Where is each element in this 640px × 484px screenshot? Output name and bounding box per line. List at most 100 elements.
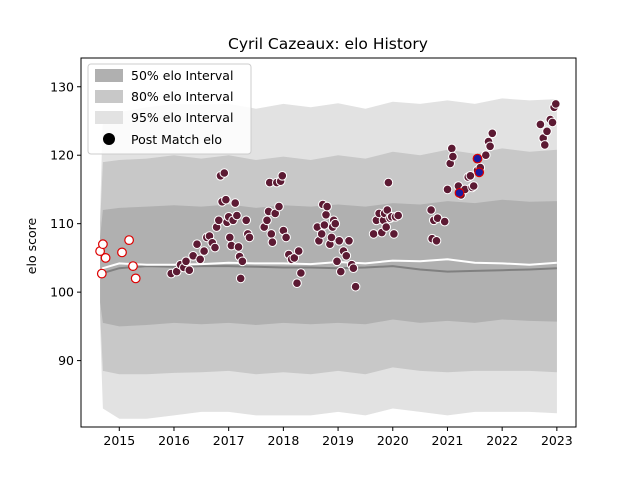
post-match-point — [368, 229, 379, 239]
post-match-point — [233, 242, 244, 252]
post-match-point — [244, 232, 255, 243]
x-tick-label: 2023 — [541, 433, 573, 448]
post-match-point — [426, 205, 436, 215]
y-axis: 90 100 110 120 130 — [50, 79, 81, 368]
y-tick-label: 100 — [50, 285, 74, 300]
y-tick-label: 110 — [50, 216, 74, 231]
post-match-point — [540, 140, 550, 150]
y-tick-label: 120 — [50, 148, 74, 163]
post-match-point — [322, 201, 332, 212]
x-tick-label: 2015 — [103, 433, 135, 448]
post-match-point — [241, 215, 251, 226]
post-match-point — [485, 141, 495, 152]
x-tick-label: 2016 — [158, 433, 190, 448]
post-match-point — [199, 246, 209, 256]
post-match-point — [292, 278, 302, 289]
x-axis: 2015 2016 2017 2018 2019 2020 2021 2022 2023 — [103, 427, 573, 448]
post-match-point — [289, 253, 300, 263]
elo-interval-bands — [100, 98, 557, 419]
x-tick-label: 2022 — [486, 433, 518, 448]
legend-label-80: 80% elo Interval — [131, 89, 233, 104]
post-match-point — [542, 126, 552, 137]
post-match-point — [230, 198, 240, 208]
post-match-point — [334, 236, 345, 246]
legend-swatch-50 — [95, 69, 123, 82]
x-tick-label: 2021 — [432, 433, 464, 448]
post-match-point — [442, 184, 453, 195]
y-axis-label: elo score — [24, 218, 39, 275]
y-tick-label: 90 — [58, 353, 74, 368]
post-match-point — [184, 265, 195, 276]
post-match-point — [210, 242, 220, 253]
plot-area — [80, 57, 577, 428]
post-match-point — [262, 215, 272, 226]
post-match-point — [439, 216, 450, 227]
post-match-point — [225, 232, 235, 243]
legend-marker-post-match — [103, 133, 115, 145]
post-match-point — [195, 254, 205, 265]
post-match-point — [232, 210, 242, 221]
x-tick-label: 2018 — [267, 433, 299, 448]
post-match-point — [296, 268, 306, 278]
post-match-point — [393, 210, 404, 221]
post-match-point — [266, 229, 277, 239]
post-match-point — [389, 229, 399, 239]
post-match-point — [448, 151, 458, 162]
post-match-point — [332, 256, 342, 267]
post-match-point — [481, 150, 491, 160]
post-match-point — [465, 171, 476, 181]
legend-label-95: 95% elo Interval — [131, 110, 233, 125]
recent-post-match-point — [454, 187, 465, 198]
legend-label-post-match: Post Match elo — [131, 132, 222, 147]
post-match-point — [431, 236, 442, 246]
median-elo-line — [99, 265, 557, 279]
post-match-point — [237, 256, 248, 267]
post-match-point — [547, 117, 558, 128]
early-post-match-point — [100, 252, 111, 263]
post-match-point — [350, 281, 361, 292]
post-match-point — [341, 251, 352, 261]
x-tick-label: 2017 — [213, 433, 245, 448]
legend-swatch-95 — [95, 111, 123, 124]
post-match-point — [344, 236, 354, 246]
chart-title: Cyril Cazeaux: elo History — [228, 35, 428, 53]
post-match-point — [181, 256, 191, 267]
post-match-point — [348, 263, 359, 274]
post-match-point — [235, 273, 246, 284]
post-match-point — [330, 218, 341, 229]
post-match-point — [535, 119, 546, 130]
recent-post-match-point — [472, 153, 483, 164]
post-match-point — [321, 210, 331, 220]
post-match-point — [192, 239, 202, 249]
elo-trend-lines — [99, 258, 557, 279]
post-match-point — [326, 232, 337, 243]
post-match-point — [267, 237, 278, 247]
post-match-point — [219, 168, 230, 178]
x-tick-label: 2020 — [377, 433, 409, 448]
early-post-match-point — [124, 235, 135, 246]
legend: 50% elo Interval 80% elo Interval 95% el… — [87, 63, 252, 155]
early-post-match-point — [128, 261, 138, 272]
post-match-point — [381, 222, 392, 232]
post-match-point — [214, 215, 224, 226]
post-match-point — [274, 201, 284, 212]
x-tick-label: 2019 — [322, 433, 354, 448]
y-tick-label: 130 — [50, 79, 74, 94]
mean-elo-line — [99, 258, 557, 279]
post-match-point — [447, 143, 457, 154]
legend-label-50: 50% elo Interval — [131, 68, 233, 83]
legend-box — [87, 63, 252, 155]
post-match-point — [293, 246, 304, 256]
post-match-elo-points — [95, 99, 561, 292]
post-match-point — [319, 220, 330, 230]
post-match-point — [281, 232, 291, 243]
post-match-point — [383, 177, 394, 188]
post-match-point — [221, 194, 231, 205]
early-post-match-point — [130, 273, 141, 284]
post-match-point — [551, 99, 561, 109]
early-post-match-point — [97, 239, 108, 250]
legend-swatch-80 — [95, 90, 123, 103]
post-match-point — [487, 128, 498, 139]
early-post-match-point — [117, 247, 127, 258]
